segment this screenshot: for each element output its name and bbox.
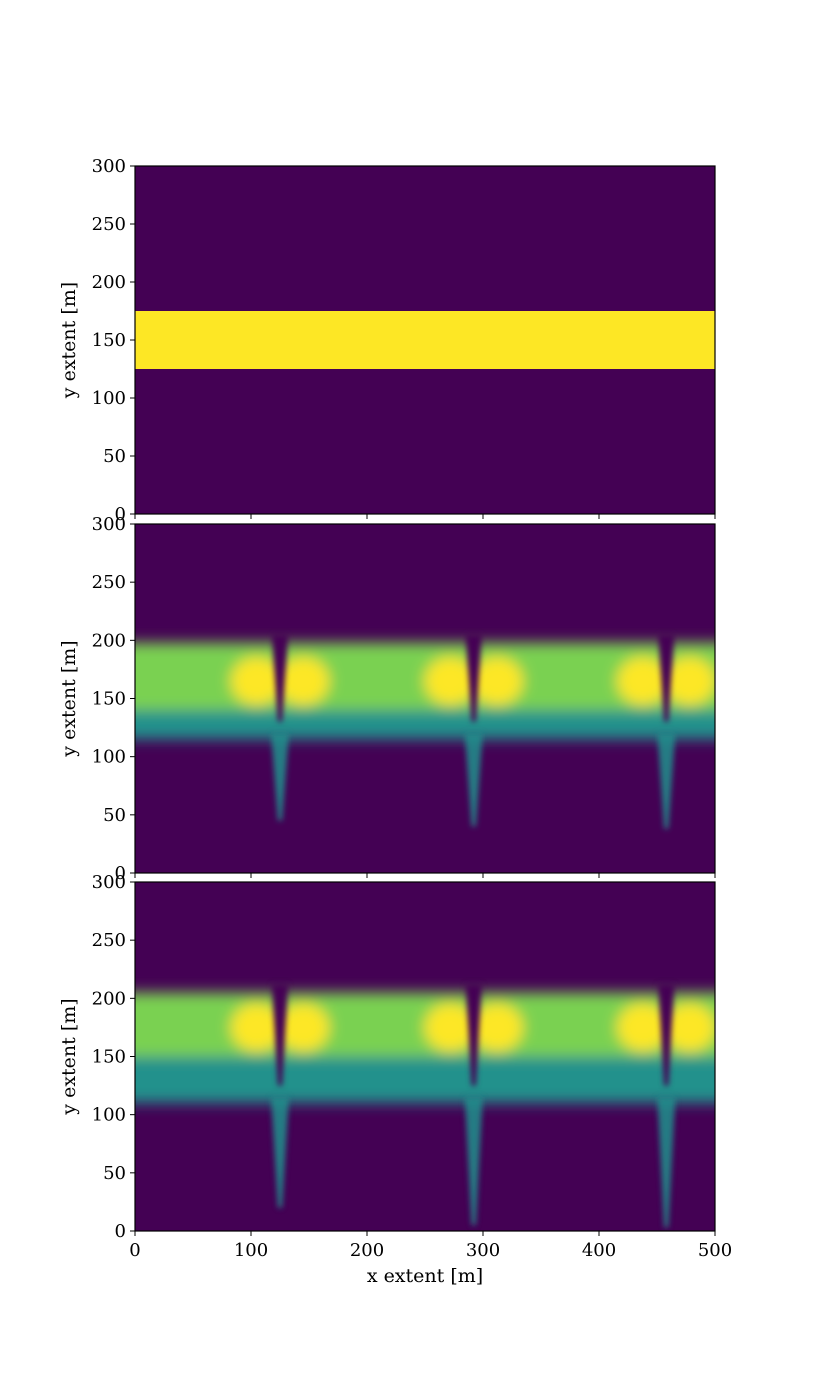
y-tick-label: 50 [103,446,126,467]
hotspot [470,657,523,706]
heatmap-area [135,166,715,514]
x-axis-label: x extent [m] [367,1265,483,1287]
hotspot [277,657,330,706]
y-tick-label: 150 [92,330,126,351]
y-tick-label: 300 [92,514,126,535]
cusp-tail [657,1097,676,1228]
y-axis-label: y extent [m] [58,640,80,757]
cusp-tail [464,1097,483,1226]
hotspot [424,1003,477,1052]
cusp-gaps [271,984,676,1228]
y-tick-label: 0 [115,504,126,525]
cusp-notch [272,984,288,1086]
hotspot [230,1003,283,1052]
x-tick-label: 300 [466,1240,500,1261]
cusp-notch [658,984,675,1086]
panel-final-plume: 0 50 100 150 200 250 300 0 100 200 300 400 500 y exte… [58,872,732,1287]
hotspot [663,657,715,706]
y-tick-label: 50 [103,1163,126,1184]
y-tick-label: 0 [115,1221,126,1242]
y-tick-label: 100 [92,1105,126,1126]
hotspot [230,657,283,706]
cusp-notch [658,634,675,722]
y-tick-label: 200 [92,988,126,1009]
x-tick-label: 200 [350,1240,384,1261]
heatmap-area [135,882,715,1231]
y-tick-label: 0 [115,863,126,884]
x-tick-label: 500 [698,1240,732,1261]
x-tick-label: 0 [129,1240,140,1261]
cusp-tail [657,733,676,829]
plume-field [135,642,715,740]
y-tick-label: 300 [92,156,126,177]
hotspot [617,1003,670,1052]
cusp-notch [272,634,288,722]
y-tick-label: 150 [92,1047,126,1068]
concentration-band [135,311,715,369]
y-tick-label: 150 [92,689,126,710]
hotspot [424,657,477,706]
y-tick-label: 50 [103,805,126,826]
panel-initial-band: 0 50 100 150 200 250 300 y extent [m] [58,156,716,525]
y-tick-label: 250 [92,930,126,951]
y-tick-label: 100 [92,747,126,768]
y-tick-label: 200 [92,630,126,651]
y-axis-label: y extent [m] [58,282,80,399]
heatmap-area [135,524,715,873]
y-tick-label: 300 [92,872,126,893]
plume-field [135,992,715,1104]
cusp-tail [464,733,483,827]
cusp-gaps [271,634,676,829]
y-tick-label: 250 [92,214,126,235]
cusp-notch [465,634,482,722]
x-tick-label: 100 [234,1240,268,1261]
y-tick-label: 200 [92,272,126,293]
hotspot [663,1003,715,1052]
hotspot [617,657,670,706]
hotspot [277,1003,330,1052]
x-tick-label: 400 [582,1240,616,1261]
hotspot [470,1003,523,1052]
cusp-tail [271,733,289,821]
y-axis-label: y extent [m] [58,998,80,1115]
cusp-notch [465,984,482,1086]
y-tick-label: 100 [92,388,126,409]
cusp-tail [271,1097,289,1208]
panel-intermediate-plume: 0 50 100 150 200 250 300 y extent [m] [58,514,716,884]
y-tick-label: 250 [92,572,126,593]
